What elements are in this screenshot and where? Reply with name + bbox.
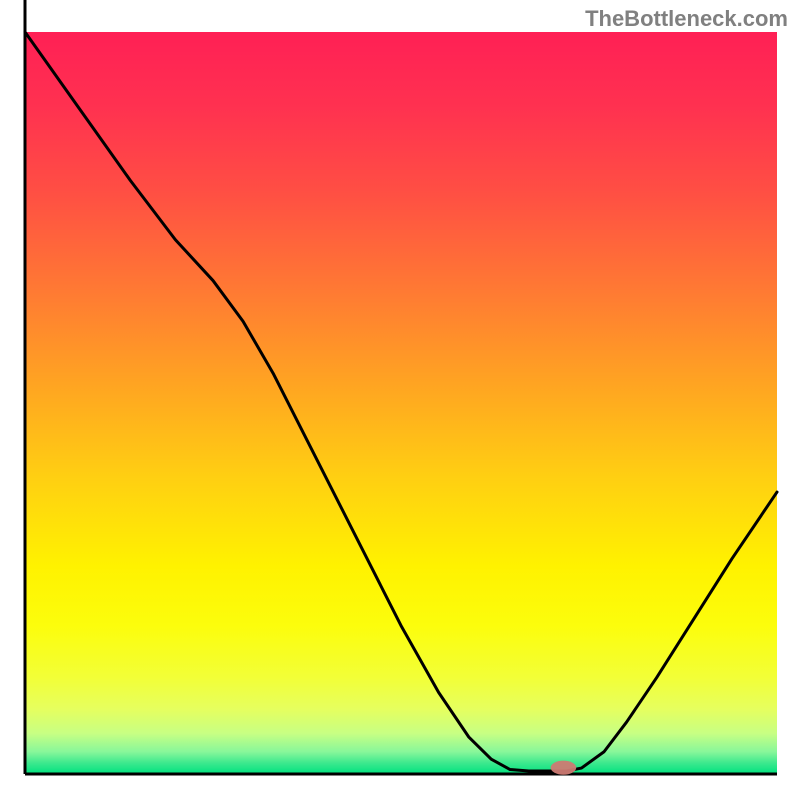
optimal-marker [551,761,577,775]
chart-canvas [0,0,800,800]
watermark-text: TheBottleneck.com [585,6,788,32]
chart-background [25,32,777,774]
